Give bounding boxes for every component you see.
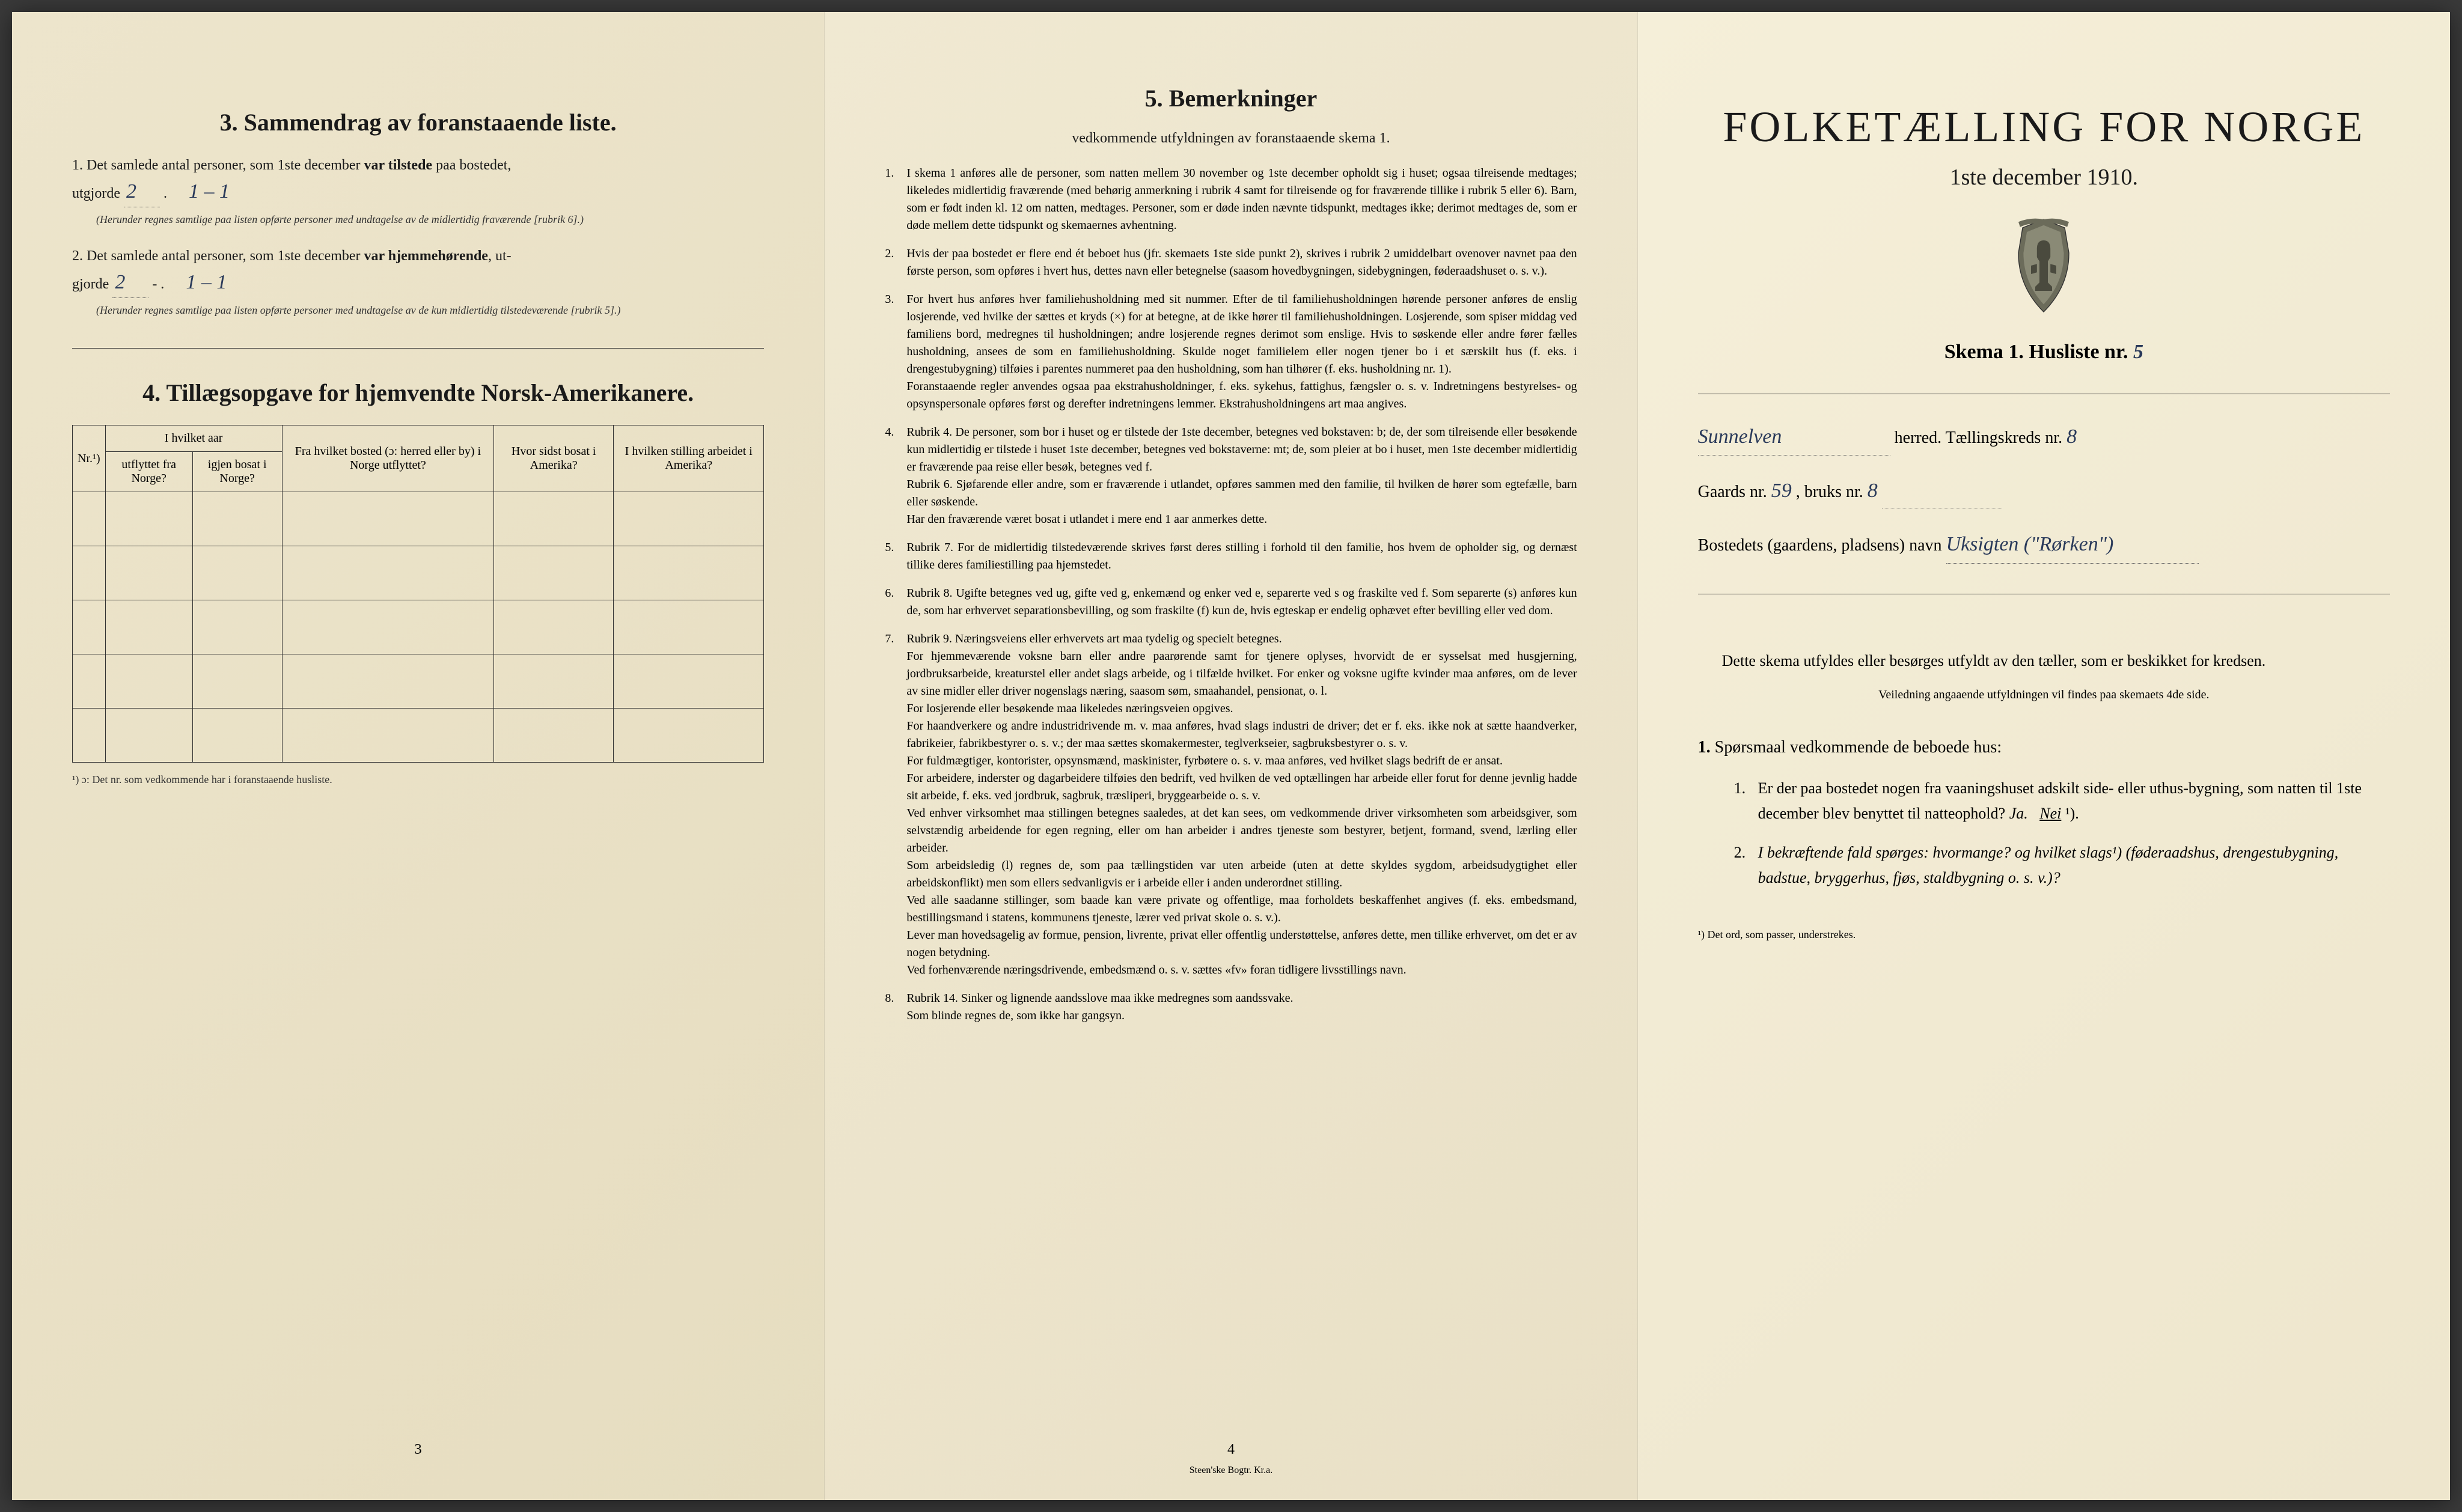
item2-value-2: 1 – 1: [186, 271, 227, 293]
tillaeg-tbody: [73, 492, 764, 763]
item1-fine-print: (Herunder regnes samtlige paa listen opf…: [96, 212, 764, 227]
bosted-line: Bostedets (gaardens, pladsens) navn Uksi…: [1698, 526, 2390, 563]
bem-item-4: Rubrik 4. De personer, som bor i huset o…: [885, 424, 1577, 528]
item1-pre: 1. Det samlede antal personer, som 1ste …: [72, 157, 364, 173]
q-head-num: 1.: [1698, 738, 1711, 757]
herred-label: herred. Tællingskreds nr.: [1895, 428, 2066, 447]
bosted-value: Uksigten ("Rørken"): [1946, 526, 2199, 563]
q1-nei: Nei: [2039, 805, 2061, 822]
col-aar-group: I hvilket aar: [105, 425, 282, 452]
question-list: 1. Er der paa bostedet nogen fra vaaning…: [1734, 776, 2390, 890]
summary-item-1: 1. Det samlede antal personer, som 1ste …: [72, 154, 764, 227]
divider-1: [72, 348, 764, 349]
kreds-nr: 8: [2066, 425, 2077, 448]
q1-num: 1.: [1734, 776, 1746, 801]
bem-item-7: Rubrik 9. Næringsveiens eller erhvervets…: [885, 630, 1577, 979]
table-row: [73, 709, 764, 763]
instruction-block: Dette skema utfyldes eller besørges utfy…: [1698, 648, 2390, 944]
table-row: [73, 546, 764, 600]
item1-bold: var tilstede: [364, 157, 433, 173]
summary-item-2: 2. Det samlede antal personer, som 1ste …: [72, 245, 764, 318]
bruks-nr: 8: [1868, 480, 1878, 502]
col-igjen-bosat: igjen bosat i Norge?: [192, 452, 282, 492]
herred-value: Sunnelven: [1698, 418, 1890, 456]
item1-sep: .: [163, 186, 167, 201]
col-stilling: I hvilken stilling arbeidet i Amerika?: [614, 425, 764, 492]
q2-text: I bekræftende fald spørges: hvormange? o…: [1758, 844, 2339, 886]
item1-line2-pre: utgjorde: [72, 186, 124, 201]
question-1: 1. Er der paa bostedet nogen fra vaaning…: [1734, 776, 2390, 826]
item2-value-1: 2: [112, 267, 148, 298]
item2-pre: 2. Det samlede antal personer, som 1ste …: [72, 248, 364, 264]
tillaeg-table: Nr.¹) I hvilket aar Fra hvilket bosted (…: [72, 425, 764, 763]
section5-subhead: vedkommende utfyldningen av foranstaaend…: [885, 130, 1577, 147]
section5-heading: 5. Bemerkninger: [885, 84, 1577, 112]
table-row: [73, 654, 764, 709]
page-number-3: 3: [415, 1442, 422, 1458]
item2-sep: - .: [152, 276, 164, 292]
q1-sup: ¹).: [2061, 805, 2079, 822]
table-row: [73, 600, 764, 654]
item2-bold: var hjemmehørende: [364, 248, 488, 264]
page-middle: 5. Bemerkninger vedkommende utfyldningen…: [825, 12, 1637, 1500]
item2-fine-print: (Herunder regnes samtlige paa listen opf…: [96, 303, 764, 318]
bem-item-3: For hvert hus anføres hver familiehushol…: [885, 291, 1577, 413]
bem-item-6: Rubrik 8. Ugifte betegnes ved ug, gifte …: [885, 585, 1577, 620]
bemerkninger-list: I skema 1 anføres alle de personer, som …: [885, 165, 1577, 1025]
section4-heading: 4. Tillægsopgave for hjemvendte Norsk-Am…: [72, 379, 764, 407]
bem-item-5: Rubrik 7. For de midlertidig tilstedevær…: [885, 539, 1577, 574]
item2-post: , ut-: [488, 248, 512, 264]
page3-footnote: ¹) Det ord, som passer, understrekes.: [1698, 926, 2390, 943]
page-number-4: 4: [1227, 1442, 1235, 1458]
instruction-veil: Veiledning angaaende utfyldningen vil fi…: [1698, 685, 2390, 704]
printer-mark: Steen'ske Bogtr. Kr.a.: [1190, 1465, 1272, 1476]
bem-item-1: I skema 1 anføres alle de personer, som …: [885, 165, 1577, 234]
gaards-line: Gaards nr. 59 , bruks nr. 8: [1698, 472, 2390, 509]
item1-post: paa bostedet,: [432, 157, 511, 173]
document-spread: 3. Sammendrag av foranstaaende liste. 1.…: [12, 12, 2450, 1500]
question-heading: 1. Spørsmaal vedkommende de beboede hus:: [1698, 734, 2390, 761]
gaards-label: Gaards nr.: [1698, 483, 1771, 501]
skema-line: Skema 1. Husliste nr. 5: [1698, 341, 2390, 364]
bem-item-8: Rubrik 14. Sinker og lignende aandsslove…: [885, 990, 1577, 1025]
husliste-nr: 5: [2133, 341, 2143, 363]
herred-line: Sunnelven herred. Tællingskreds nr. 8: [1698, 418, 2390, 456]
col-hvor-sidst: Hvor sidst bosat i Amerika?: [494, 425, 614, 492]
q-head-text: Spørsmaal vedkommende de beboede hus:: [1715, 738, 2002, 757]
gaards-nr: 59: [1771, 480, 1792, 502]
question-2: 2. I bekræftende fald spørges: hvormange…: [1734, 840, 2390, 890]
census-title: FOLKETÆLLING FOR NORGE: [1698, 102, 2390, 152]
col-utflyttet: utflyttet fra Norge?: [105, 452, 192, 492]
item1-value-2: 1 – 1: [189, 180, 230, 203]
bosted-label: Bostedets (gaardens, pladsens) navn: [1698, 536, 1946, 555]
census-date: 1ste december 1910.: [1698, 164, 2390, 191]
instruction-lead: Dette skema utfyldes eller besørges utfy…: [1698, 648, 2390, 674]
skema-label: Skema 1. Husliste nr.: [1944, 341, 2133, 363]
table-footnote: ¹) ɔ: Det nr. som vedkommende har i fora…: [72, 772, 764, 787]
coat-of-arms-icon: [2002, 215, 2086, 317]
col-nr: Nr.¹): [73, 425, 106, 492]
item2-line2-pre: gjorde: [72, 276, 112, 292]
col-fra-bosted: Fra hvilket bosted (ɔ: herred eller by) …: [282, 425, 494, 492]
q2-num: 2.: [1734, 840, 1746, 865]
item1-value-1: 2: [124, 176, 160, 207]
section3-heading: 3. Sammendrag av foranstaaende liste.: [72, 108, 764, 136]
page-right: FOLKETÆLLING FOR NORGE 1ste december 191…: [1638, 12, 2450, 1500]
page-left: 3. Sammendrag av foranstaaende liste. 1.…: [12, 12, 825, 1500]
table-row: [73, 492, 764, 546]
q1-ja: Ja.: [2009, 805, 2028, 822]
bem-item-2: Hvis der paa bostedet er flere end ét be…: [885, 245, 1577, 280]
bruks-label: , bruks nr.: [1796, 483, 1868, 501]
